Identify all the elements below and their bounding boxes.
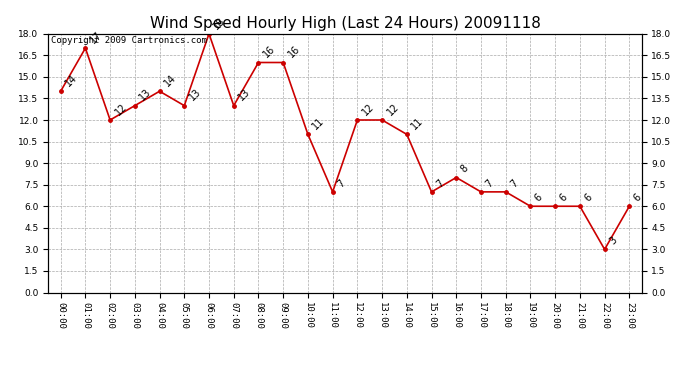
- Text: 16: 16: [286, 44, 302, 60]
- Text: 11: 11: [410, 116, 425, 132]
- Text: 13: 13: [237, 87, 253, 103]
- Text: 12: 12: [113, 101, 129, 117]
- Text: 12: 12: [360, 101, 376, 117]
- Text: 17: 17: [88, 30, 104, 45]
- Title: Wind Speed Hourly High (Last 24 Hours) 20091118: Wind Speed Hourly High (Last 24 Hours) 2…: [150, 16, 540, 31]
- Text: 16: 16: [262, 44, 277, 60]
- Text: 14: 14: [162, 73, 178, 88]
- Text: 7: 7: [484, 178, 495, 189]
- Text: 13: 13: [187, 87, 203, 103]
- Text: 6: 6: [558, 192, 569, 204]
- Text: Copyright 2009 Cartronics.com: Copyright 2009 Cartronics.com: [51, 36, 207, 45]
- Text: 18: 18: [212, 15, 228, 31]
- Text: 8: 8: [459, 164, 471, 175]
- Text: 6: 6: [533, 192, 544, 204]
- Text: 7: 7: [509, 178, 520, 189]
- Text: 13: 13: [137, 87, 153, 103]
- Text: 7: 7: [434, 178, 446, 189]
- Text: 12: 12: [385, 101, 401, 117]
- Text: 7: 7: [335, 178, 347, 189]
- Text: 6: 6: [632, 192, 644, 204]
- Text: 3: 3: [607, 235, 619, 247]
- Text: 11: 11: [310, 116, 326, 132]
- Text: 6: 6: [582, 192, 594, 204]
- Text: 14: 14: [63, 73, 79, 88]
